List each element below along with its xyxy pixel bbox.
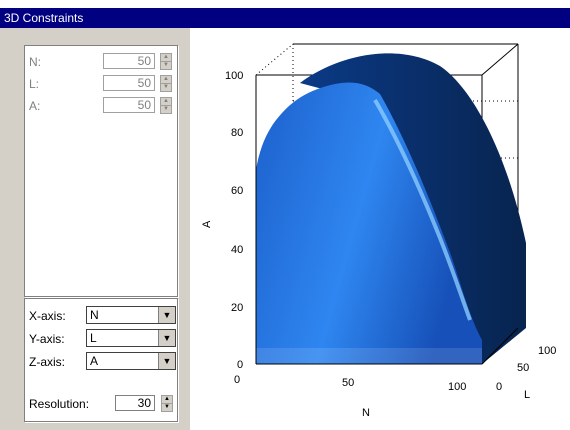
spin-updown-icon[interactable]: ▲ ▼ <box>160 53 172 70</box>
plot-panel: 100 80 60 40 20 0 A 0 50 100 N 0 50 100 … <box>190 28 570 430</box>
y-axis: 0 50 100 L <box>496 345 556 401</box>
front-box-edges <box>255 75 519 365</box>
constraint-field-l[interactable]: 50 <box>103 75 155 91</box>
y-axis-select[interactable]: L ▼ <box>86 329 176 347</box>
x-tick-label: 0 <box>234 374 240 386</box>
spin-updown-icon[interactable]: ▲ ▼ <box>161 395 173 412</box>
axis-label-y: Y-axis: <box>29 332 65 346</box>
z-tick-label: 60 <box>231 185 243 197</box>
surface-side <box>300 53 526 364</box>
z-axis-select[interactable]: A ▼ <box>86 352 176 370</box>
z-tick-label: 20 <box>231 302 243 314</box>
y-axis-label: L <box>524 389 530 401</box>
surface-plot: 100 80 60 40 20 0 A 0 50 100 N 0 50 100 … <box>201 43 556 419</box>
x-tick-label: 100 <box>448 381 466 393</box>
surface-ridge <box>373 98 472 321</box>
spin-updown-icon[interactable]: ▲ ▼ <box>160 75 172 92</box>
constraint-field-n[interactable]: 50 <box>103 53 155 69</box>
x-axis: 0 50 100 N <box>234 374 466 419</box>
chevron-down-icon[interactable]: ▼ <box>158 307 175 323</box>
axes-group: X-axis: N ▼ Y-axis: L ▼ Z-axis: A ▼ Reso… <box>24 298 178 422</box>
z-tick-label: 0 <box>237 359 243 371</box>
surface-shading <box>256 348 482 364</box>
resolution-field[interactable]: 30 <box>115 395 155 411</box>
resolution-row: Resolution: 30 ▲ ▼ <box>29 395 175 413</box>
axis-row-x: X-axis: N ▼ <box>29 306 176 325</box>
z-axis: 100 80 60 40 20 0 A <box>201 70 243 371</box>
axis-row-y: Y-axis: L ▼ <box>29 329 176 348</box>
constraint-label-n: N: <box>29 55 41 69</box>
constraint-field-a[interactable]: 50 <box>103 97 155 113</box>
x-axis-label: N <box>362 407 370 419</box>
x-axis-value: N <box>90 308 99 322</box>
window-title: 3D Constraints <box>4 11 84 25</box>
axis-row-z: Z-axis: A ▼ <box>29 352 176 371</box>
z-axis-label: A <box>201 220 213 228</box>
x-axis-select[interactable]: N ▼ <box>86 306 176 324</box>
z-tick-label: 40 <box>231 244 243 256</box>
title-bar: 3D Constraints <box>0 8 570 28</box>
z-tick-label: 80 <box>231 127 243 139</box>
z-axis-value: A <box>90 354 99 368</box>
axis-label-z: Z-axis: <box>29 355 65 369</box>
y-tick-label: 0 <box>496 381 502 393</box>
spin-updown-icon[interactable]: ▲ ▼ <box>160 97 172 114</box>
constraint-row-a: A: 50 ▲ ▼ <box>29 97 175 115</box>
constraint-label-a: A: <box>29 99 41 113</box>
surface-front <box>256 82 482 364</box>
controls-panel: N: 50 ▲ ▼ L: 50 ▲ ▼ A: 50 ▲ ▼ X-axis: N ▼ Y… <box>0 28 190 430</box>
y-tick-label: 50 <box>517 362 529 374</box>
x-tick-label: 50 <box>342 377 354 389</box>
chevron-down-icon[interactable]: ▼ <box>158 330 175 346</box>
resolution-label: Resolution: <box>29 397 90 411</box>
constraints-group: N: 50 ▲ ▼ L: 50 ▲ ▼ A: 50 ▲ ▼ <box>24 45 178 297</box>
axis-label-x: X-axis: <box>29 309 66 323</box>
y-tick-label: 100 <box>538 345 556 357</box>
constraint-label-l: L: <box>29 77 40 91</box>
chevron-down-icon[interactable]: ▼ <box>158 353 175 369</box>
z-tick-label: 100 <box>225 70 243 82</box>
constraint-row-n: N: 50 ▲ ▼ <box>29 53 175 71</box>
y-axis-value: L <box>90 331 97 345</box>
constraint-row-l: L: 50 ▲ ▼ <box>29 75 175 93</box>
